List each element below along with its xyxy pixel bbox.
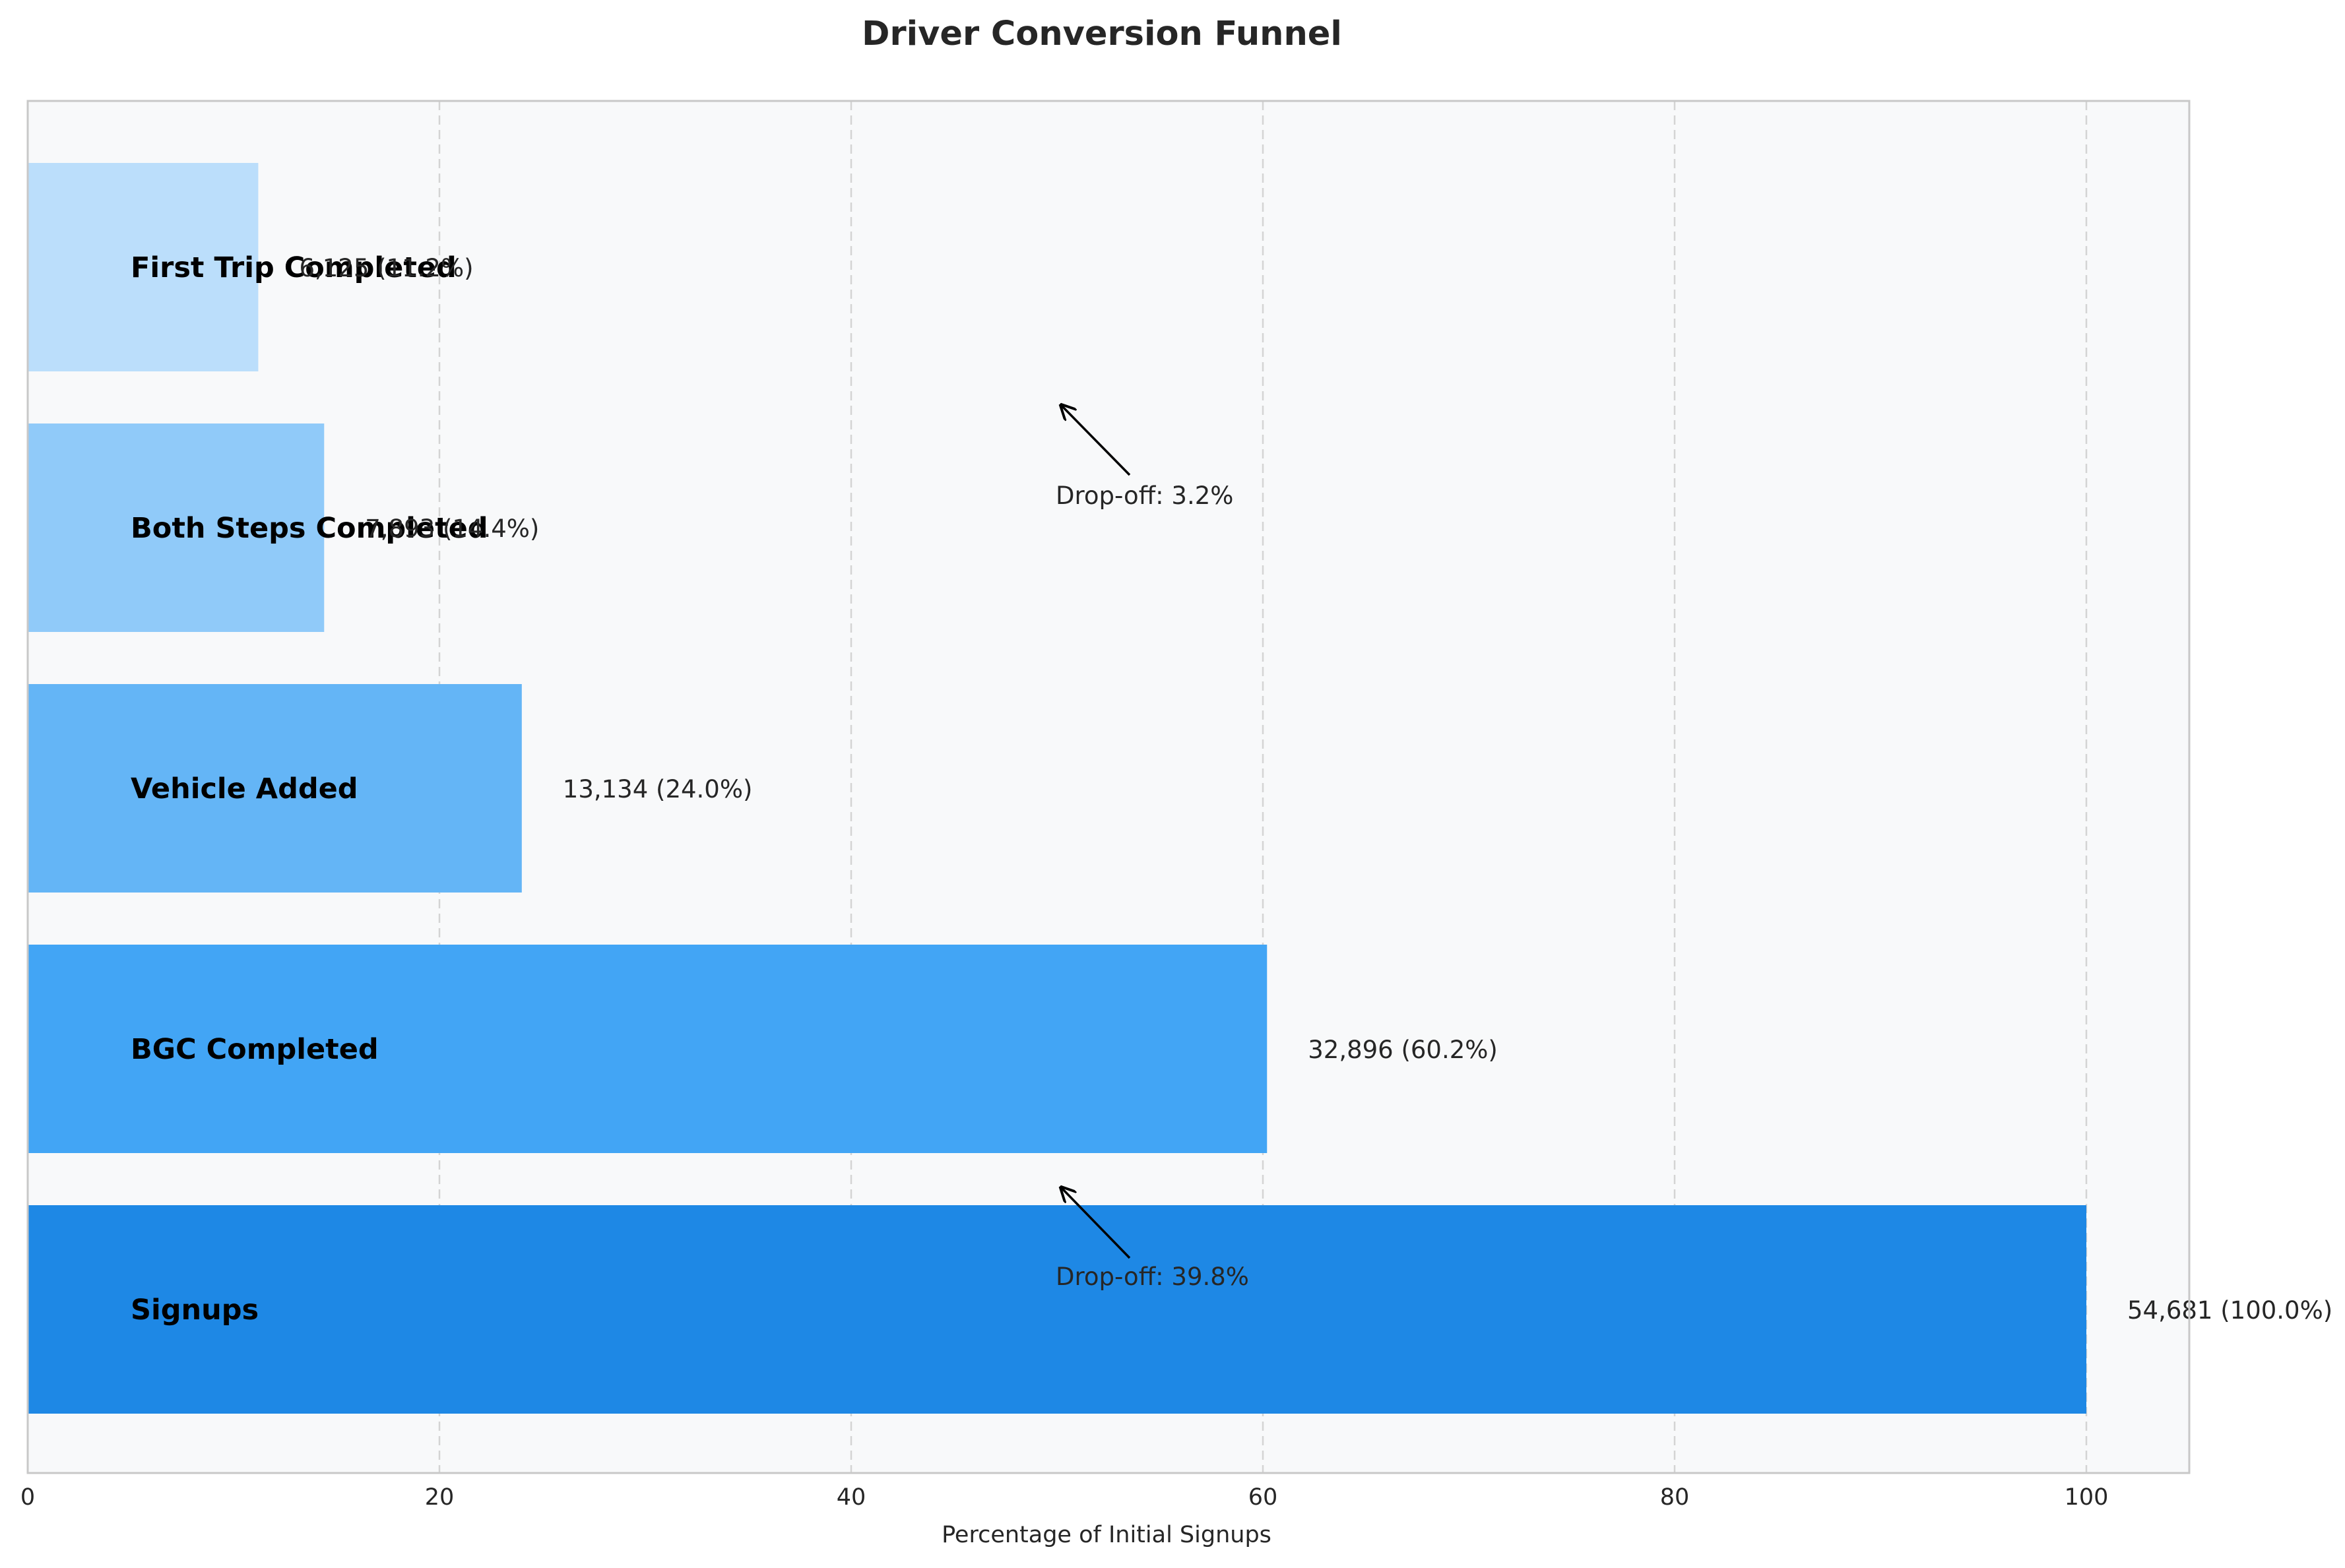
bar-category-vehicle-added: Vehicle Added: [131, 772, 358, 805]
bar-value-both-steps-completed: 7,893 (14.4%): [365, 515, 539, 543]
bar-value-bgc-completed: 32,896 (60.2%): [1308, 1036, 1498, 1064]
x-tick-label-20: 20: [425, 1484, 455, 1511]
chart-title: Driver Conversion Funnel: [862, 15, 1342, 53]
bar-category-first-trip-completed: First Trip Completed: [131, 251, 457, 284]
x-tick-label-100: 100: [2065, 1484, 2109, 1511]
plot-frame: [26, 100, 2191, 1474]
bars: [28, 163, 2086, 1414]
bar-value-signups: 54,681 (100.0%): [2127, 1296, 2332, 1325]
x-axis-label: Percentage of Initial Signups: [942, 1522, 1271, 1548]
bar-category-both-steps-completed: Both Steps Completed: [131, 512, 488, 545]
bar-category-bgc-completed: BGC Completed: [131, 1033, 379, 1066]
bar-labels: Signups 54,681 (100.0%) BGC Completed 32,89…: [131, 251, 2332, 1327]
x-tick-label-0: 0: [20, 1484, 35, 1511]
bar-value-first-trip-completed: 6,125 (11.2%): [299, 254, 473, 282]
bar-category-signups: Signups: [131, 1294, 259, 1327]
annotations: Drop-off: 39.8% Drop-off: 3.2%: [1056, 405, 1249, 1291]
x-tick-label-40: 40: [837, 1484, 866, 1511]
bar-bgc-completed: [28, 945, 1268, 1153]
bar-value-vehicle-added: 13,134 (24.0%): [563, 775, 753, 803]
x-tick-label-60: 60: [1248, 1484, 1278, 1511]
x-axis-ticks: 0 20 40 60 80 100: [20, 1484, 2109, 1511]
x-tick-label-80: 80: [1660, 1484, 1690, 1511]
annotation-arrow-0: [1061, 1187, 1131, 1259]
bar-both-steps-completed: [28, 423, 325, 632]
annotation-arrow-1: [1061, 405, 1131, 476]
annotation-text-1: Drop-off: 3.2%: [1056, 482, 1233, 510]
bar-signups: [28, 1205, 2086, 1414]
bar-first-trip-completed: [28, 163, 259, 371]
bar-vehicle-added: [28, 684, 522, 893]
annotation-text-0: Drop-off: 39.8%: [1056, 1263, 1249, 1291]
